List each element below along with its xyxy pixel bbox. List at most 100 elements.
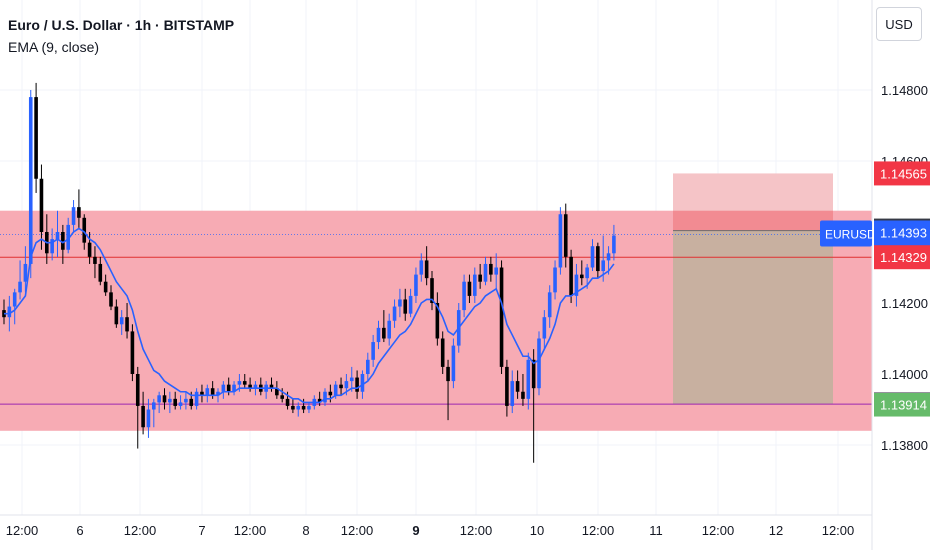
x-tick-label: 7: [198, 523, 205, 538]
candle-body: [226, 384, 231, 392]
candle-body: [462, 281, 466, 311]
candle-body: [473, 274, 477, 296]
candle-body: [569, 256, 573, 296]
candle-body: [205, 388, 210, 396]
candle-body: [242, 381, 247, 385]
candle-body: [387, 320, 391, 339]
candle-body: [12, 292, 17, 307]
candle-body: [55, 232, 60, 240]
candle-body: [130, 331, 135, 374]
candle-body: [414, 274, 418, 296]
candle-body: [237, 381, 242, 385]
candle-body: [483, 263, 488, 282]
candle-body: [103, 281, 108, 293]
candle-body: [537, 338, 541, 389]
y-tick-label: 1.13800: [881, 438, 928, 453]
candle-body: [590, 246, 595, 268]
candle-body: [93, 256, 97, 264]
candle-body: [18, 281, 22, 293]
candle-body: [98, 263, 103, 282]
price-label-box: [874, 392, 930, 417]
x-tick-label: 9: [412, 523, 419, 538]
x-tick-label: 12:00: [822, 523, 855, 538]
candle-body: [382, 327, 386, 339]
candle-body: [77, 207, 81, 218]
currency-button[interactable]: USD: [876, 7, 922, 41]
candle-body: [125, 317, 129, 332]
symbol-tag-text: EURUSD: [825, 227, 876, 241]
candle-body: [82, 217, 87, 243]
x-tick-label: 12:00: [234, 523, 267, 538]
candle-body: [440, 338, 445, 367]
candle-body: [478, 274, 482, 282]
candle-body: [296, 405, 301, 410]
candle-body: [210, 388, 215, 396]
candle-body: [34, 97, 38, 179]
candle-body: [376, 327, 381, 343]
indicator-label[interactable]: EMA (9, close): [8, 39, 100, 55]
candle-body: [168, 398, 172, 403]
candle-body: [317, 398, 322, 403]
candle-body: [87, 242, 92, 257]
candle-body: [323, 391, 327, 403]
candle-body: [7, 306, 12, 318]
candle-body: [152, 402, 156, 410]
candle-body: [542, 317, 547, 339]
candle-body: [146, 409, 151, 428]
candle-body: [451, 345, 456, 382]
candle-body: [467, 281, 472, 296]
candle-body: [216, 391, 220, 396]
candle-body: [221, 384, 226, 392]
candle-body: [494, 267, 498, 275]
candle-body: [606, 253, 611, 261]
candle-body: [285, 398, 290, 406]
candle-body: [558, 214, 563, 268]
candle-body: [574, 274, 579, 296]
candle-body: [596, 246, 600, 272]
candle-body: [510, 381, 515, 406]
x-tick-label: 12:00: [341, 523, 374, 538]
price-label-text: 1.13914: [880, 398, 927, 413]
candle-body: [184, 398, 188, 403]
candle-body: [424, 260, 429, 279]
candle-body: [446, 366, 450, 382]
price-label-text: 1.14329: [880, 250, 927, 265]
symbol-title[interactable]: Euro / U.S. Dollar · 1h · BITSTAMP: [8, 17, 235, 33]
candle-body: [269, 384, 274, 389]
candle-body: [28, 97, 33, 264]
candle-body: [157, 395, 161, 403]
candle-body: [585, 267, 589, 279]
candle-body: [355, 377, 359, 392]
candle-body: [275, 388, 279, 396]
candle-body: [419, 260, 424, 275]
candle-body: [435, 303, 440, 339]
price-label-box: [874, 245, 930, 270]
candle-body: [280, 395, 284, 399]
candle-body: [23, 263, 28, 282]
candle-body: [333, 384, 338, 396]
y-tick-label: 1.14800: [881, 83, 928, 98]
candle-body: [200, 391, 204, 396]
take-profit-zone: [673, 230, 833, 405]
candle-body: [71, 207, 76, 225]
candle-body: [430, 278, 434, 303]
x-tick-label: 12:00: [702, 523, 735, 538]
candle-body: [553, 267, 557, 293]
x-tick-label: 8: [302, 523, 309, 538]
candle-body: [194, 391, 199, 406]
candle-body: [580, 274, 584, 279]
candle-body: [232, 384, 236, 392]
candle-body: [349, 377, 354, 382]
candle-body: [601, 260, 605, 272]
symbol-tag: [820, 220, 872, 247]
chart-legend: Euro / U.S. Dollar · 1h · BITSTAMP EMA (…: [8, 14, 234, 58]
candle-body: [526, 359, 531, 399]
candle-body: [515, 381, 520, 392]
candle-body: [135, 374, 140, 406]
price-label-box: [874, 161, 930, 186]
candle-body: [505, 366, 509, 406]
candle-body: [339, 384, 343, 389]
candle-body: [521, 391, 525, 399]
candle-body: [344, 381, 349, 389]
